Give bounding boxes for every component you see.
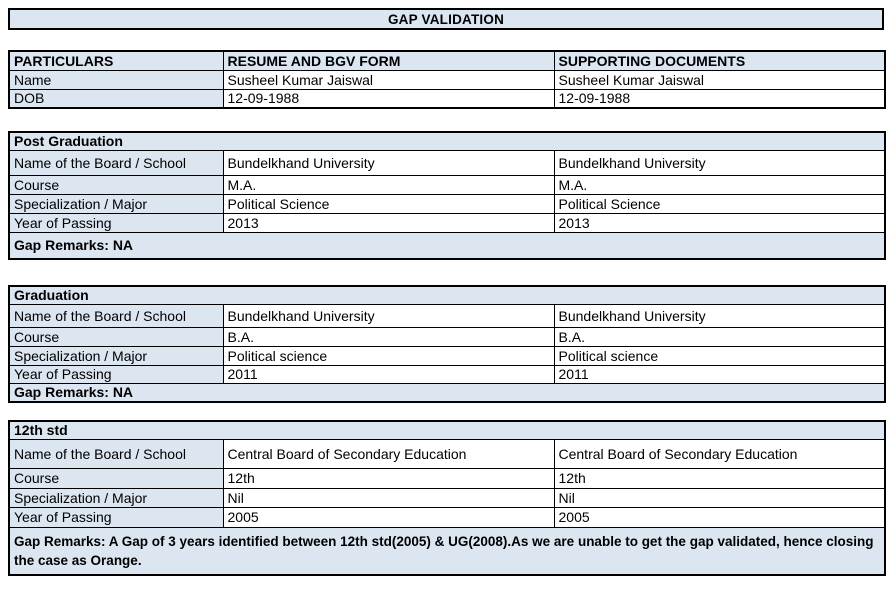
table-row-board: Name of the Board / School Bundelkhand U… <box>8 149 886 176</box>
specialization-resume-value: Nil <box>222 487 555 508</box>
table-row-year: Year of Passing 2011 2011 <box>8 364 886 384</box>
table-row-board: Name of the Board / School Central Board… <box>8 438 886 469</box>
gap-remarks-row: Gap Remarks: A Gap of 3 years identified… <box>8 526 886 576</box>
specialization-supporting-value: Political science <box>553 345 886 366</box>
board-supporting-value: Bundelkhand University <box>553 149 886 176</box>
post-graduation-table: Post Graduation Name of the Board / Scho… <box>8 131 887 260</box>
row-label-name: Name <box>8 69 224 90</box>
name-resume-value: Susheel Kumar Jaiswal <box>222 69 555 90</box>
year-resume-value: 2013 <box>222 212 555 233</box>
board-resume-value: Bundelkhand University <box>222 149 555 176</box>
course-resume-value: B.A. <box>222 326 555 347</box>
graduation-table: Graduation Name of the Board / School Bu… <box>8 285 887 403</box>
row-label-specialization: Specialization / Major <box>8 487 224 508</box>
row-label-board-school: Name of the Board / School <box>8 303 224 328</box>
row-label-year-of-passing: Year of Passing <box>8 212 224 233</box>
name-supporting-value: Susheel Kumar Jaiswal <box>553 69 886 90</box>
year-supporting-value: 2005 <box>553 506 886 528</box>
table-row-year: Year of Passing 2005 2005 <box>8 506 886 528</box>
gap-remarks-row: Gap Remarks: NA <box>8 382 886 403</box>
specialization-supporting-value: Nil <box>553 487 886 508</box>
row-label-course: Course <box>8 467 224 489</box>
table-row-course: Course 12th 12th <box>8 467 886 489</box>
row-label-board-school: Name of the Board / School <box>8 438 224 469</box>
gap-remarks-12th-std: Gap Remarks: A Gap of 3 years identified… <box>8 526 886 576</box>
section-title-post-graduation: Post Graduation <box>8 131 886 151</box>
section-title-graduation: Graduation <box>8 285 886 305</box>
table-row-dob: DOB 12-09-1988 12-09-1988 <box>8 88 886 109</box>
table-header-row: PARTICULARS RESUME AND BGV FORM SUPPORTI… <box>8 50 886 71</box>
table-row-specialization: Specialization / Major Nil Nil <box>8 487 886 508</box>
year-resume-value: 2011 <box>222 364 555 384</box>
year-supporting-value: 2011 <box>553 364 886 384</box>
table-row-board: Name of the Board / School Bundelkhand U… <box>8 303 886 328</box>
section-header-row: 12th std <box>8 420 886 440</box>
specialization-resume-value: Political Science <box>222 193 555 214</box>
board-supporting-value: Central Board of Secondary Education <box>553 438 886 469</box>
row-label-specialization: Specialization / Major <box>8 345 224 366</box>
table-row-specialization: Specialization / Major Political Science… <box>8 193 886 214</box>
row-label-course: Course <box>8 174 224 195</box>
course-supporting-value: B.A. <box>553 326 886 347</box>
section-header-row: Post Graduation <box>8 131 886 151</box>
gap-remarks-graduation: Gap Remarks: NA <box>8 382 886 403</box>
row-label-year-of-passing: Year of Passing <box>8 364 224 384</box>
specialization-supporting-value: Political Science <box>553 193 886 214</box>
course-resume-value: M.A. <box>222 174 555 195</box>
board-resume-value: Bundelkhand University <box>222 303 555 328</box>
year-resume-value: 2005 <box>222 506 555 528</box>
course-resume-value: 12th <box>222 467 555 489</box>
row-label-dob: DOB <box>8 88 224 109</box>
course-supporting-value: M.A. <box>553 174 886 195</box>
row-label-specialization: Specialization / Major <box>8 193 224 214</box>
dob-supporting-value: 12-09-1988 <box>553 88 886 109</box>
table-row-year: Year of Passing 2013 2013 <box>8 212 886 233</box>
dob-resume-value: 12-09-1988 <box>222 88 555 109</box>
course-supporting-value: 12th <box>553 467 886 489</box>
column-header-particulars: PARTICULARS <box>8 50 224 71</box>
gap-remarks-row: Gap Remarks: NA <box>8 231 886 260</box>
board-supporting-value: Bundelkhand University <box>553 303 886 328</box>
particulars-table: PARTICULARS RESUME AND BGV FORM SUPPORTI… <box>8 50 886 109</box>
column-header-supporting-docs: SUPPORTING DOCUMENTS <box>553 50 886 71</box>
page-title: GAP VALIDATION <box>8 8 884 30</box>
section-header-row: Graduation <box>8 285 886 305</box>
specialization-resume-value: Political science <box>222 345 555 366</box>
row-label-course: Course <box>8 326 224 347</box>
year-supporting-value: 2013 <box>553 212 886 233</box>
table-row-course: Course B.A. B.A. <box>8 326 886 347</box>
row-label-year-of-passing: Year of Passing <box>8 506 224 528</box>
gap-remarks-post-graduation: Gap Remarks: NA <box>8 231 886 260</box>
section-title-12th-std: 12th std <box>8 420 886 440</box>
table-row-name: Name Susheel Kumar Jaiswal Susheel Kumar… <box>8 69 886 90</box>
board-resume-value: Central Board of Secondary Education <box>222 438 555 469</box>
table-row-specialization: Specialization / Major Political science… <box>8 345 886 366</box>
column-header-resume-bgv: RESUME AND BGV FORM <box>222 50 555 71</box>
row-label-board-school: Name of the Board / School <box>8 149 224 176</box>
table-row-course: Course M.A. M.A. <box>8 174 886 195</box>
twelfth-std-table: 12th std Name of the Board / School Cent… <box>8 420 887 576</box>
